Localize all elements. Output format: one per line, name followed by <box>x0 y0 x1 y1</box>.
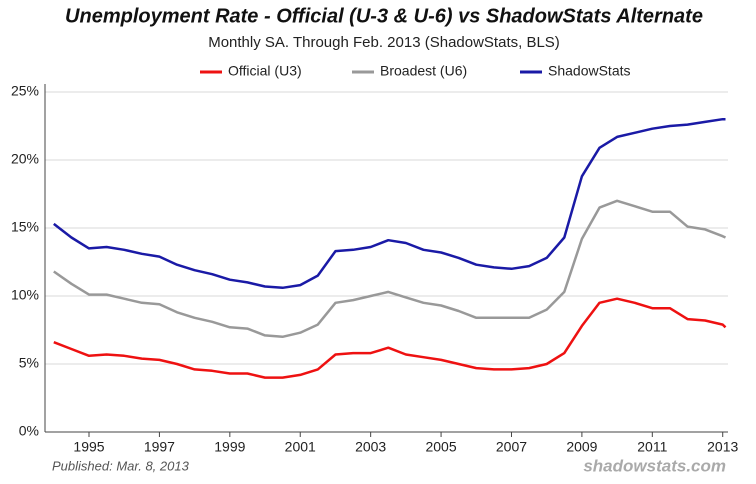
legend-label: Official (U3) <box>228 63 302 79</box>
y-tick-label: 5% <box>19 355 39 371</box>
y-tick-label: 15% <box>11 219 39 235</box>
x-tick-label: 2011 <box>637 439 667 455</box>
published-note: Published: Mar. 8, 2013 <box>52 458 190 473</box>
x-tick-label: 2007 <box>496 439 527 455</box>
y-tick-label: 20% <box>11 151 39 167</box>
series-line <box>53 199 727 339</box>
x-tick-label: 1999 <box>214 439 245 455</box>
x-tick-label: 1997 <box>144 439 175 455</box>
chart-subtitle: Monthly SA. Through Feb. 2013 (ShadowSta… <box>208 34 560 51</box>
y-tick-label: 25% <box>11 83 39 99</box>
x-tick-label: 1995 <box>73 439 104 455</box>
x-tick-label: 2009 <box>566 439 597 455</box>
y-tick-label: 0% <box>19 423 39 439</box>
series-line <box>53 117 726 290</box>
x-tick-label: 2013 <box>707 439 738 455</box>
x-tick-label: 2005 <box>425 439 456 455</box>
x-tick-label: 2003 <box>355 439 386 455</box>
y-tick-label: 10% <box>11 287 39 303</box>
series-line <box>53 297 727 379</box>
legend-label: Broadest (U6) <box>380 63 467 79</box>
chart-title: Unemployment Rate - Official (U-3 & U-6)… <box>65 5 703 27</box>
legend-label: ShadowStats <box>548 63 631 79</box>
x-tick-label: 2001 <box>285 439 316 455</box>
watermark: shadowstats.com <box>583 456 726 475</box>
